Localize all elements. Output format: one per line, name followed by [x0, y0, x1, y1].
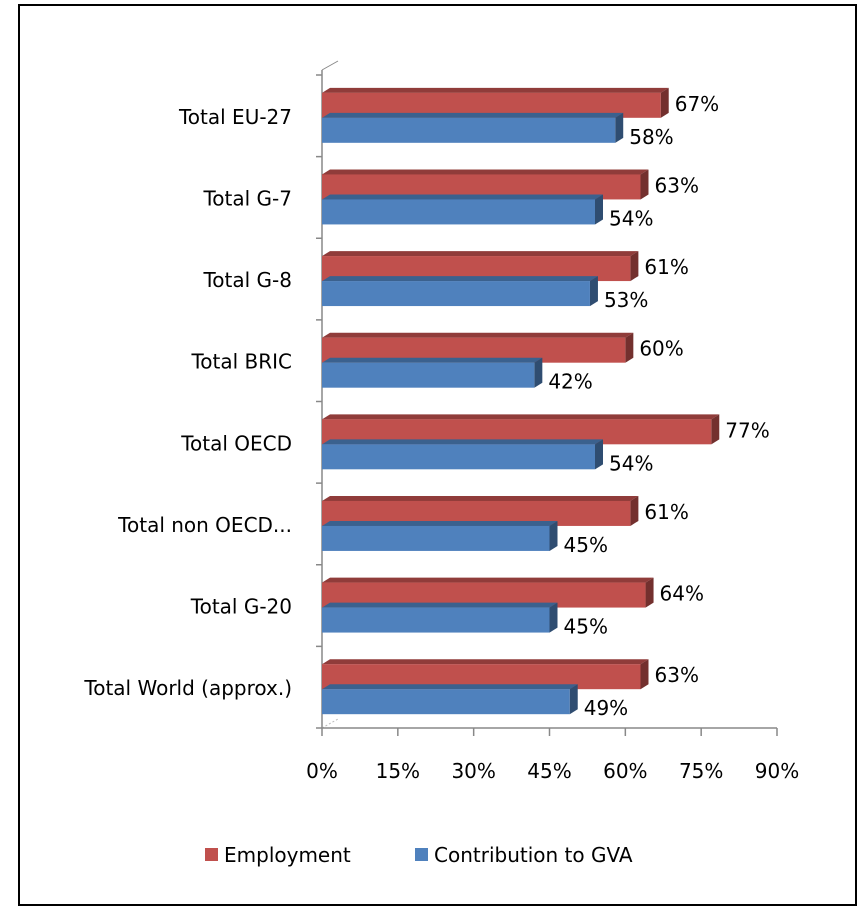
bar-side-face: [630, 495, 639, 526]
category-label: Total G-20: [190, 595, 292, 619]
data-label: 63%: [655, 663, 699, 687]
bar-top-face: [322, 439, 603, 445]
data-label: 53%: [604, 288, 648, 312]
category-label: Total non OECD...: [117, 513, 292, 537]
category-label: Total BRIC: [190, 350, 292, 374]
axis-depth-bottom: [321, 718, 339, 729]
bar-side-face: [640, 169, 649, 200]
x-tick-label: 75%: [679, 759, 723, 783]
bar-side-face: [534, 357, 543, 388]
x-tick-label: 45%: [527, 759, 571, 783]
category-label: Total G-7: [202, 186, 292, 210]
bar-top-face: [322, 357, 543, 363]
data-label: 61%: [644, 255, 688, 279]
data-label: 77%: [725, 418, 769, 442]
bar-side-face: [589, 276, 598, 307]
bar-top-face: [322, 577, 654, 583]
category-label: Total EU-27: [178, 105, 292, 129]
category-label: Total OECD: [180, 431, 292, 455]
bar-side-face: [569, 684, 578, 715]
data-label: 54%: [609, 451, 653, 475]
data-label: 64%: [660, 582, 704, 606]
bar-top-face: [322, 602, 558, 608]
bar-side-face: [625, 332, 634, 363]
bar-top-face: [322, 684, 578, 690]
data-label: 54%: [609, 206, 653, 230]
x-tick-label: 60%: [603, 759, 647, 783]
x-tick-label: 30%: [451, 759, 495, 783]
x-tick-label: 90%: [755, 759, 799, 783]
bar-contribution-to-gva: [322, 281, 590, 307]
bar-contribution-to-gva: [322, 689, 570, 715]
bar-side-face: [549, 520, 558, 551]
legend-label: Contribution to GVA: [434, 843, 633, 867]
bar-side-face: [645, 577, 654, 608]
bar-top-face: [322, 169, 649, 175]
x-tick-label: 0%: [306, 759, 338, 783]
bar-contribution-to-gva: [322, 444, 595, 470]
data-label: 45%: [564, 615, 608, 639]
legend-swatch: [205, 848, 218, 861]
bar-side-face: [549, 602, 558, 633]
bar-top-face: [322, 520, 558, 526]
bar-side-face: [660, 87, 669, 118]
data-label: 58%: [629, 125, 673, 149]
bar-top-face: [322, 659, 649, 665]
bar-side-face: [640, 659, 649, 690]
bar-top-face: [322, 332, 634, 338]
bar-top-face: [322, 414, 720, 420]
labels: 0% 15% 30% 45% 60% 75% 90% Total EU-27 67%58% Tot…: [83, 92, 799, 783]
bar-top-face: [322, 87, 669, 93]
data-label: 42%: [548, 370, 592, 394]
bar-side-face: [615, 112, 624, 143]
data-label: 63%: [655, 173, 699, 197]
bar-contribution-to-gva: [322, 199, 595, 225]
data-label: 67%: [675, 92, 719, 116]
bar-side-face: [595, 194, 603, 225]
legend: Employment Contribution to GVA: [205, 843, 633, 867]
bar-top-face: [322, 495, 639, 501]
bars: [322, 87, 720, 715]
bar-top-face: [322, 112, 624, 118]
category-label: Total World (approx.): [83, 676, 292, 700]
bar-side-face: [630, 251, 639, 282]
bar-side-face: [595, 439, 603, 470]
data-label: 61%: [644, 500, 688, 524]
data-label: 45%: [564, 533, 608, 557]
bar-contribution-to-gva: [322, 362, 535, 388]
bar-contribution-to-gva: [322, 525, 550, 551]
bar-side-face: [711, 414, 720, 445]
axis-depth-top: [321, 60, 339, 71]
axes: [316, 60, 778, 736]
legend-swatch: [415, 848, 428, 861]
category-label: Total G-8: [202, 268, 292, 292]
data-label: 60%: [639, 337, 683, 361]
bar-top-face: [322, 251, 639, 257]
x-tick-label: 15%: [376, 759, 420, 783]
legend-label: Employment: [224, 843, 351, 867]
bar-top-face: [322, 194, 603, 200]
data-label: 49%: [584, 696, 628, 720]
bar-contribution-to-gva: [322, 117, 616, 143]
bar-contribution-to-gva: [322, 607, 550, 633]
bar-top-face: [322, 276, 598, 282]
